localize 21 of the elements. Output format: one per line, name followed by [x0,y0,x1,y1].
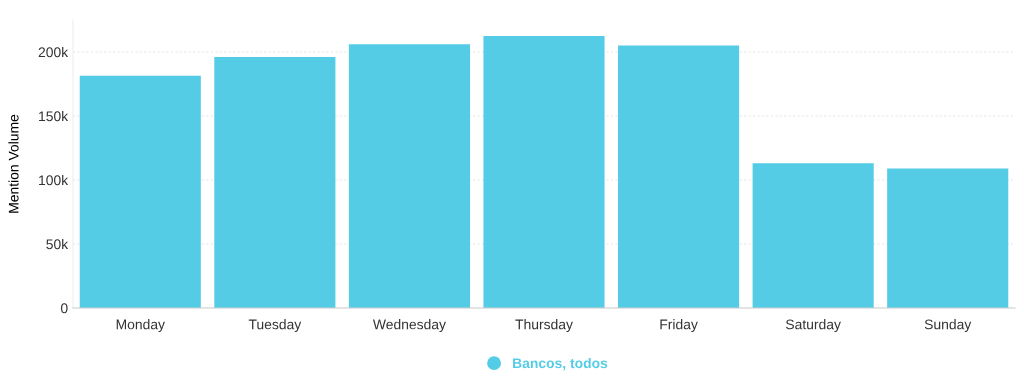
bar [618,45,740,308]
bar [348,44,470,308]
x-tick-label: Friday [660,319,698,333]
y-tick-label: 200k [38,46,69,58]
y-axis-title: Mention Volume [8,114,19,213]
bar [483,36,605,308]
y-tick-label: 0 [60,303,68,314]
x-tick-label: Thursday [515,319,573,333]
bar [752,163,874,308]
bar [79,75,201,308]
x-tick-label: Wednesday [372,319,446,333]
x-tick-label: Saturday [785,319,841,333]
x-tick-label: Tuesday [248,319,302,333]
bar [214,57,336,308]
legend-label: Bancos, todos [513,357,608,371]
y-tick-label: 50k [46,238,69,250]
x-tick-label: Sunday [924,319,972,333]
y-tick-label: 150k [39,110,69,122]
bar [887,168,1009,308]
y-tick-label: 100k [39,174,69,186]
x-tick-label: Monday [116,319,165,333]
